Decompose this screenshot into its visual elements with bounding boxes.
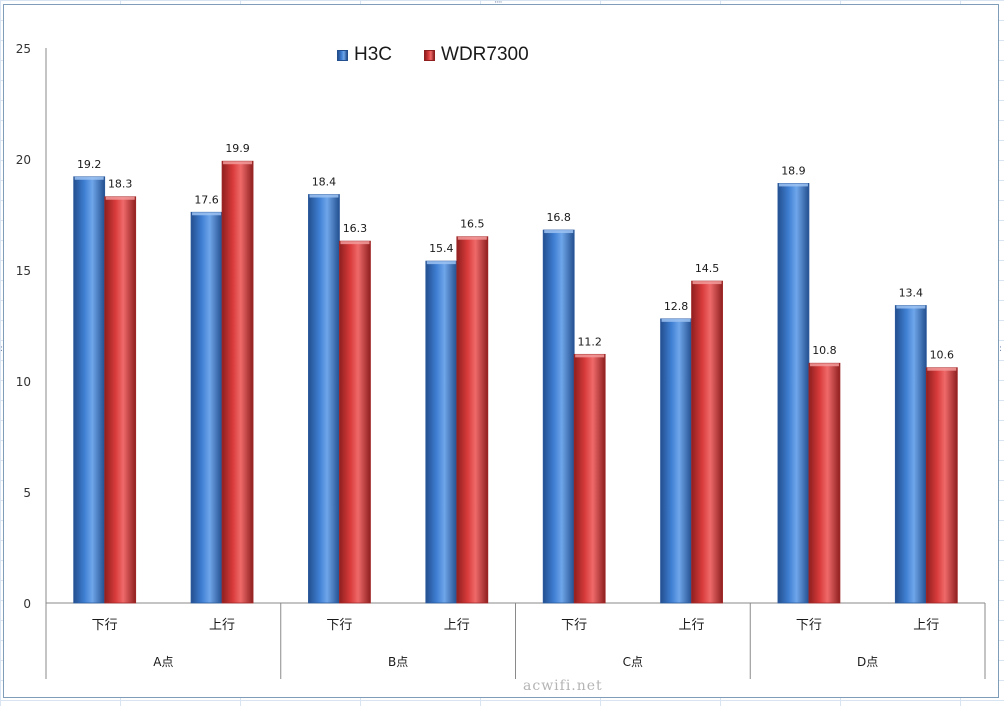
data-label: 12.8: [664, 300, 689, 313]
data-label: 16.8: [546, 211, 571, 224]
bar-highlight: [661, 318, 691, 322]
data-label: 10.8: [812, 344, 837, 357]
bar-highlight: [426, 261, 456, 265]
bar-wdr7300: [808, 362, 841, 604]
data-label: 11.2: [577, 335, 602, 348]
data-label: 14.5: [695, 262, 720, 275]
bar-h3c: [425, 260, 458, 604]
group-label: D点: [857, 655, 878, 669]
y-tick-label: 5: [23, 486, 31, 500]
data-label: 10.6: [930, 349, 955, 362]
bar-highlight: [309, 194, 339, 198]
bar-wdr7300: [104, 196, 137, 604]
legend-swatch-h3c: [337, 49, 348, 61]
resize-handle-left[interactable]: :: [0, 344, 3, 354]
bar-highlight: [192, 212, 222, 216]
bar-wdr7300: [456, 236, 489, 604]
legend-label-h3c: H3C: [354, 44, 393, 65]
bar-chart: 0 5 10 15 20 25 A点 下行 19.2 18.3 上行 17.6 19.9 B点 下行 18.4…: [16, 42, 986, 679]
bar-wdr7300: [925, 367, 958, 604]
data-label: 18.9: [781, 164, 806, 177]
bar-highlight: [457, 236, 487, 240]
bar-h3c: [190, 211, 223, 604]
bar-highlight: [575, 354, 605, 358]
data-label: 18.3: [108, 178, 133, 191]
legend-label-wdr7300: WDR7300: [441, 44, 529, 65]
bar-highlight: [544, 230, 574, 234]
y-tick-label: 0: [23, 597, 31, 611]
bar-wdr7300: [573, 353, 606, 604]
watermark-text: acwifi.net: [523, 678, 603, 694]
y-tick-label: 15: [16, 264, 31, 278]
data-label: 16.5: [460, 218, 485, 231]
bar-h3c: [542, 229, 575, 604]
data-label: 19.2: [77, 158, 102, 171]
data-label: 19.9: [225, 142, 250, 155]
legend-item-h3c[interactable]: H3C: [337, 44, 392, 66]
resize-handle-top[interactable]: ····: [494, 0, 503, 8]
category-tick-label: 下行: [326, 618, 352, 633]
data-label: 15.4: [429, 242, 454, 255]
category-tick-label: 下行: [561, 618, 587, 633]
bar-highlight: [105, 196, 135, 200]
category-tick-label: 上行: [913, 618, 939, 633]
y-tick-label: 25: [16, 42, 31, 56]
data-label: 17.6: [194, 193, 219, 206]
bar-h3c: [894, 305, 927, 604]
bar-highlight: [778, 183, 808, 187]
resize-handle-right[interactable]: :: [999, 344, 1002, 354]
category-tick-label: 下行: [92, 618, 118, 633]
bar-highlight: [927, 367, 957, 371]
bar-highlight: [896, 305, 926, 309]
bar-h3c: [73, 176, 106, 604]
category-tick-label: 上行: [209, 618, 235, 633]
bar-wdr7300: [221, 160, 254, 604]
data-label: 13.4: [899, 287, 924, 300]
bar-highlight: [223, 161, 253, 165]
data-label: 16.3: [343, 222, 368, 235]
category-tick-label: 下行: [796, 618, 822, 633]
bar-highlight: [74, 176, 104, 180]
legend-item-wdr7300[interactable]: WDR7300: [424, 44, 529, 66]
bar-highlight: [692, 281, 722, 285]
bar-highlight: [340, 241, 370, 245]
category-tick-label: 上行: [444, 618, 470, 633]
data-label: 18.4: [312, 176, 337, 189]
bar-wdr7300: [339, 240, 371, 604]
chart-area[interactable]: 0 5 10 15 20 25 A点 下行 19.2 18.3 上行 17.6 19.9 B点 下行 18.4…: [3, 4, 999, 698]
chart-legend[interactable]: H3C WDR7300: [337, 44, 561, 66]
group-label: C点: [623, 655, 643, 669]
bar-wdr7300: [691, 280, 723, 604]
bar-h3c: [308, 194, 340, 604]
category-tick-label: 上行: [679, 618, 705, 633]
y-tick-label: 20: [16, 153, 31, 167]
legend-swatch-wdr7300: [424, 49, 436, 61]
bar-highlight: [809, 363, 839, 367]
bar-h3c: [660, 318, 692, 604]
group-label: A点: [153, 655, 173, 669]
bar-h3c: [777, 183, 810, 604]
y-tick-label: 10: [16, 375, 31, 389]
group-label: B点: [388, 655, 408, 669]
